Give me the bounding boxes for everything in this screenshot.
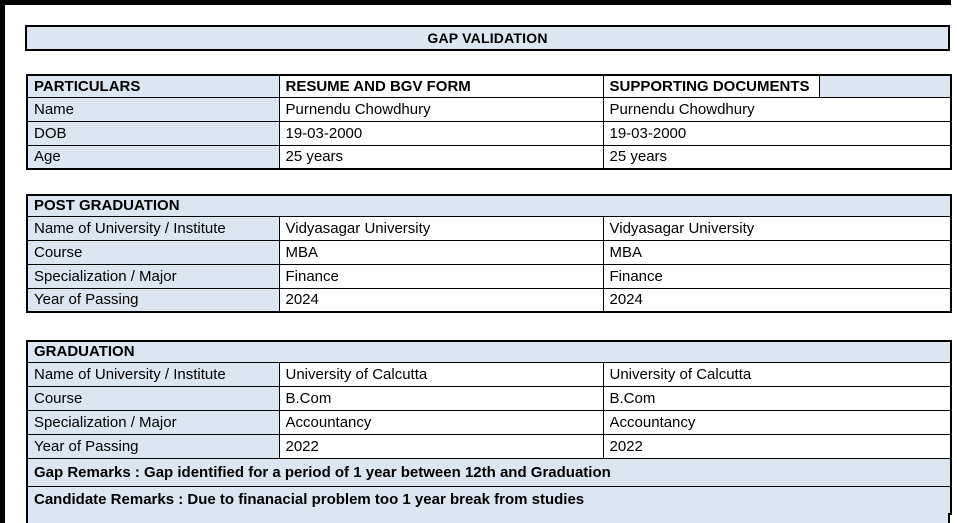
row-value-resume: Accountancy: [278, 409, 604, 435]
row-value-resume: Purnendu Chowdhury: [278, 96, 604, 122]
row-label: Specialization / Major: [26, 409, 280, 435]
page-border-top: [0, 0, 951, 5]
row-label: Course: [26, 385, 280, 411]
row-value-resume: 25 years: [278, 144, 604, 170]
table-row-university: Name of University / Institute Universit…: [26, 361, 952, 387]
row-label: Name of University / Institute: [26, 215, 280, 241]
table-row-course: Course B.Com B.Com: [26, 385, 952, 411]
header-cell-resume-bgv: RESUME AND BGV FORM: [278, 74, 604, 98]
candidate-remarks: Candidate Remarks : Due to finanacial pr…: [26, 485, 952, 515]
table-row-year-of-passing: Year of Passing 2022 2022: [26, 433, 952, 459]
particulars-header-row: PARTICULARS RESUME AND BGV FORM SUPPORTI…: [26, 74, 952, 98]
page-border-left: [0, 0, 5, 523]
table-row-course: Course MBA MBA: [26, 239, 952, 265]
section-title: GRADUATION: [26, 340, 952, 363]
header-cell-supporting-docs: SUPPORTING DOCUMENTS: [602, 74, 820, 98]
table-row-specialization: Specialization / Major Accountancy Accou…: [26, 409, 952, 435]
row-value-resume: University of Calcutta: [278, 361, 604, 387]
post-graduation-header-row: POST GRADUATION: [26, 194, 952, 217]
particulars-table: PARTICULARS RESUME AND BGV FORM SUPPORTI…: [26, 74, 952, 170]
row-value-resume: Finance: [278, 263, 604, 289]
row-value-supporting: 25 years: [602, 144, 952, 170]
row-value-supporting: Accountancy: [602, 409, 952, 435]
post-graduation-table: POST GRADUATION Name of University / Ins…: [26, 194, 952, 313]
row-label: Course: [26, 239, 280, 265]
header-cell-particulars: PARTICULARS: [26, 74, 280, 98]
row-label: Age: [26, 144, 280, 170]
graduation-table: GRADUATION Name of University / Institut…: [26, 340, 953, 515]
row-value-resume: MBA: [278, 239, 604, 265]
gap-remarks-row: Gap Remarks : Gap identified for a perio…: [26, 457, 952, 487]
row-value-supporting: 2022: [602, 433, 952, 459]
row-value-supporting: MBA: [602, 239, 952, 265]
row-label: DOB: [26, 120, 280, 146]
header-cell-empty: [818, 74, 952, 98]
row-label: Name: [26, 96, 280, 122]
row-value-resume: 2024: [278, 287, 604, 313]
table-row-specialization: Specialization / Major Finance Finance: [26, 263, 952, 289]
row-value-supporting: Purnendu Chowdhury: [602, 96, 952, 122]
row-label: Specialization / Major: [26, 263, 280, 289]
row-value-supporting: University of Calcutta: [602, 361, 952, 387]
row-value-supporting: 19-03-2000: [602, 120, 952, 146]
page-title: GAP VALIDATION: [25, 25, 950, 51]
section-title: POST GRADUATION: [26, 194, 952, 217]
row-value-supporting: B.Com: [602, 385, 952, 411]
table-row-year-of-passing: Year of Passing 2024 2024: [26, 287, 952, 313]
row-value-resume: 19-03-2000: [278, 120, 604, 146]
table-row-dob: DOB 19-03-2000 19-03-2000: [26, 120, 952, 146]
candidate-remarks-row: Candidate Remarks : Due to finanacial pr…: [26, 485, 952, 515]
row-label: Year of Passing: [26, 433, 280, 459]
next-row-partial: [26, 513, 950, 523]
table-row-age: Age 25 years 25 years: [26, 144, 952, 170]
row-label: Name of University / Institute: [26, 361, 280, 387]
row-value-resume: Vidyasagar University: [278, 215, 604, 241]
row-label: Year of Passing: [26, 287, 280, 313]
row-value-supporting: Vidyasagar University: [602, 215, 952, 241]
row-value-resume: 2022: [278, 433, 604, 459]
gap-remarks: Gap Remarks : Gap identified for a perio…: [26, 457, 952, 487]
table-row-university: Name of University / Institute Vidyasaga…: [26, 215, 952, 241]
table-row-name: Name Purnendu Chowdhury Purnendu Chowdhu…: [26, 96, 952, 122]
row-value-supporting: 2024: [602, 287, 952, 313]
row-value-resume: B.Com: [278, 385, 604, 411]
row-value-supporting: Finance: [602, 263, 952, 289]
graduation-header-row: GRADUATION: [26, 340, 952, 363]
